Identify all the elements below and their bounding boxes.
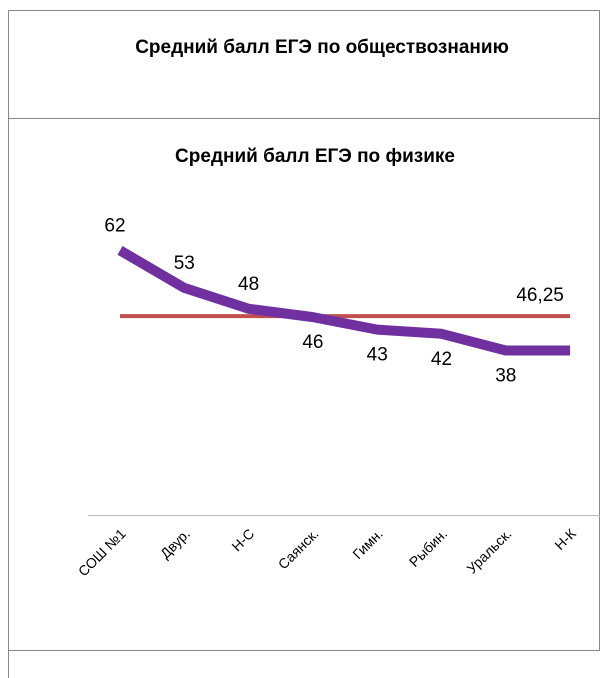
data-label: 46 — [302, 332, 323, 353]
x-tick-label: СОШ №1 — [75, 525, 129, 579]
frame — [8, 10, 600, 651]
data-label: 43 — [367, 345, 388, 366]
chart-title: Средний балл ЕГЭ по физике — [175, 146, 455, 167]
x-tick-label: Гимн. — [349, 525, 386, 562]
series-line — [117, 246, 571, 356]
data-label: 53 — [174, 253, 195, 274]
x-tick-label: Н-К — [551, 525, 579, 553]
x-tick-label: Саянск. — [275, 525, 322, 572]
data-label: 42 — [431, 349, 452, 370]
average-label: 46,25 — [516, 285, 564, 306]
x-tick-label: Рыбин. — [406, 525, 450, 569]
x-tick-label: Двур. — [157, 525, 193, 561]
data-label: 62 — [104, 215, 125, 236]
x-tick-label: Н-С — [228, 525, 257, 554]
header-title: Средний балл ЕГЭ по обществознанию — [135, 37, 509, 58]
data-label: 48 — [238, 274, 259, 295]
data-label: 38 — [495, 366, 516, 387]
x-tick-label: Уральск. — [463, 525, 514, 576]
